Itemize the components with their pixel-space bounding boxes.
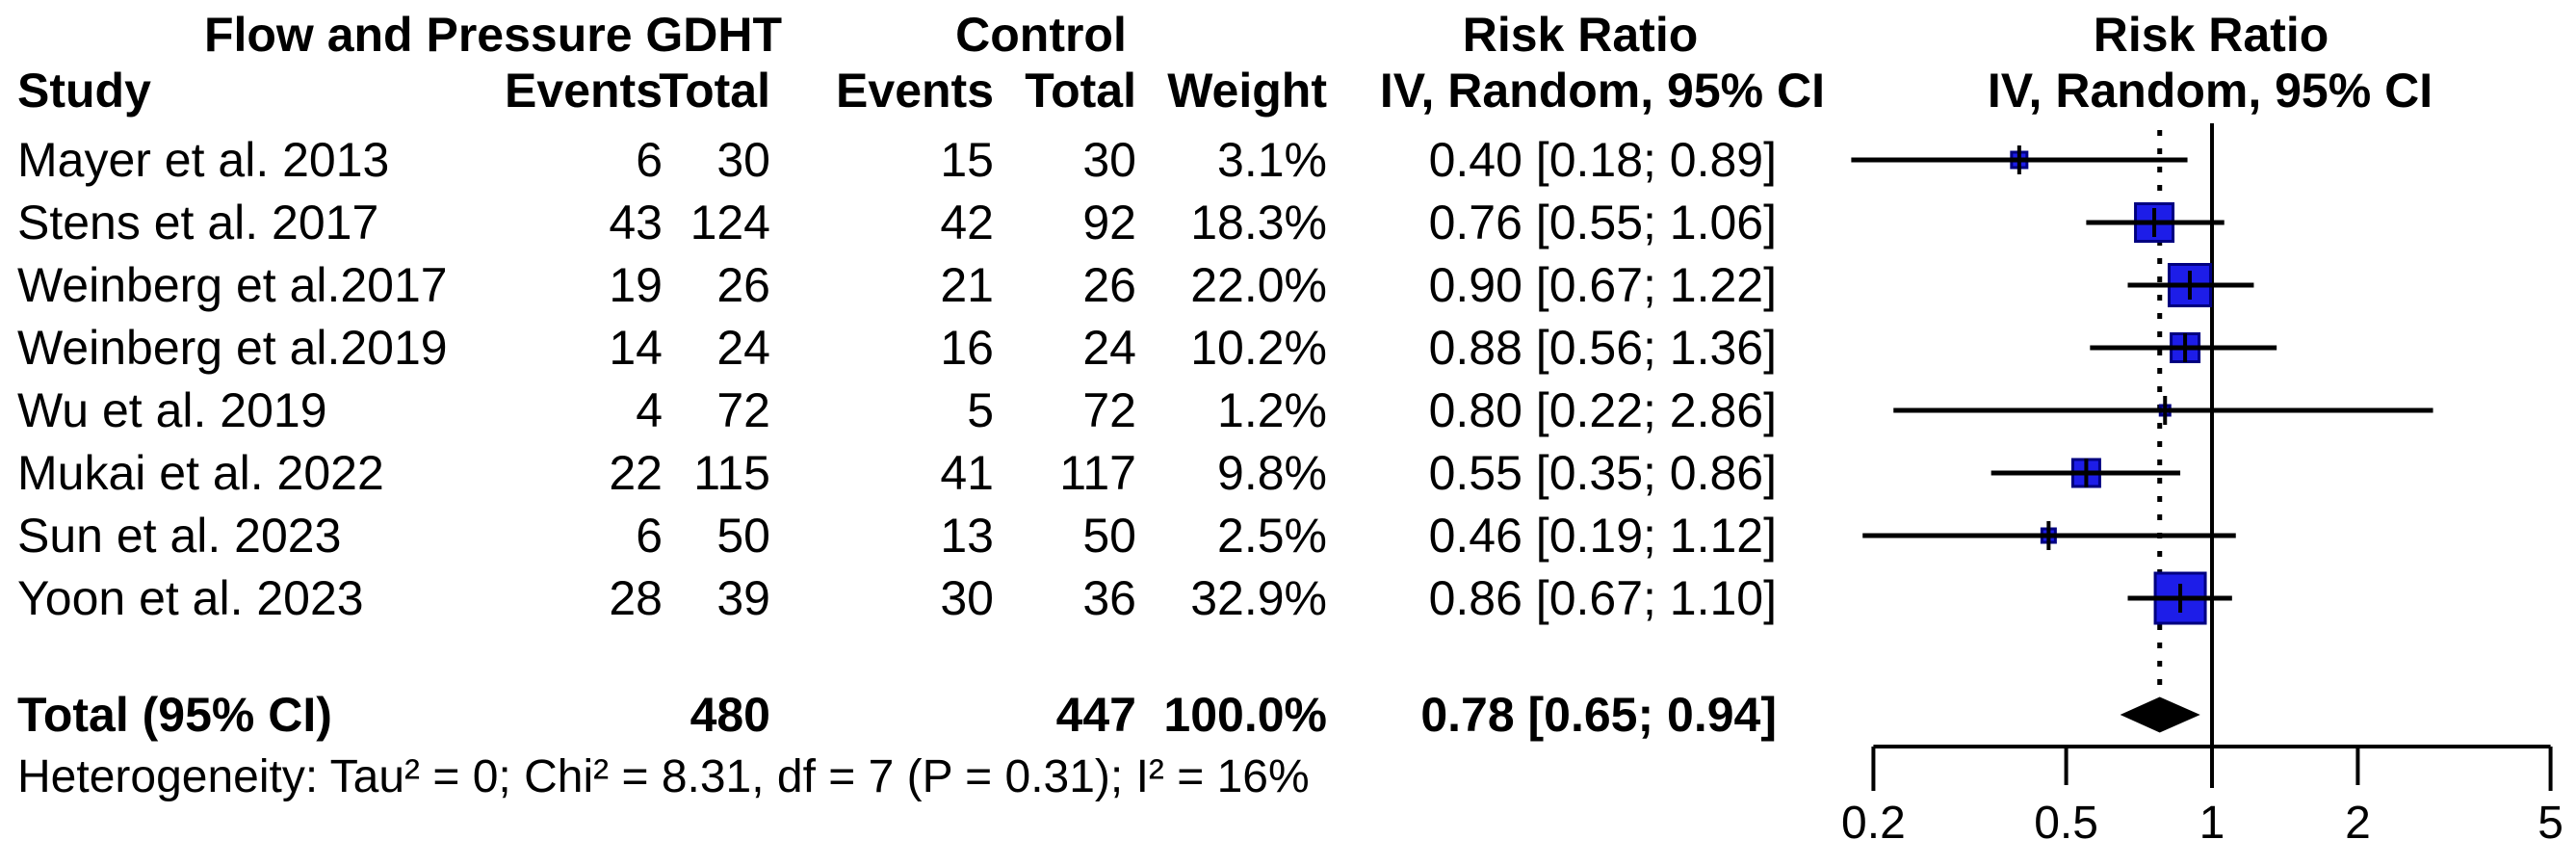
- study-name: Weinberg et al.2017: [17, 258, 448, 312]
- total-gdht-total: 480: [690, 688, 770, 742]
- study-name: Stens et al. 2017: [17, 196, 379, 249]
- control-events-cell: 21: [940, 258, 994, 312]
- control-events-cell: 30: [940, 571, 994, 625]
- control-total-cell: 30: [1082, 133, 1136, 187]
- gdht-events-cell: 19: [609, 258, 663, 312]
- weight-cell: 10.2%: [1190, 321, 1327, 375]
- gdht-events-cell: 28: [609, 571, 663, 625]
- control-events-cell: 15: [940, 133, 994, 187]
- study-name: Mukai et al. 2022: [17, 446, 384, 500]
- weight-cell: 2.5%: [1217, 509, 1327, 563]
- gdht-total-cell: 30: [716, 133, 770, 187]
- col-header-iv-random-plot: IV, Random, 95% CI: [1987, 64, 2433, 118]
- group-header-control: Control: [955, 8, 1127, 62]
- total-label: Total (95% CI): [17, 688, 332, 742]
- ci-label-cell: 0.40 [0.18; 0.89]: [1428, 133, 1777, 187]
- ci-label-cell: 0.90 [0.67; 1.22]: [1428, 258, 1777, 312]
- control-events-cell: 16: [940, 321, 994, 375]
- weight-cell: 18.3%: [1190, 196, 1327, 249]
- control-total-cell: 26: [1082, 258, 1136, 312]
- total-weight: 100.0%: [1163, 688, 1327, 742]
- study-name: Wu et al. 2019: [17, 383, 327, 437]
- axis-tick-label: 0.5: [2034, 798, 2098, 849]
- gdht-events-cell: 4: [636, 383, 663, 437]
- axis-tick-label: 2: [2345, 798, 2371, 849]
- control-total-cell: 117: [1059, 446, 1136, 500]
- gdht-total-cell: 26: [716, 258, 770, 312]
- axis-tick-label: 1: [2199, 798, 2225, 849]
- col-header-control-total: Total: [1025, 64, 1136, 118]
- gdht-events-cell: 6: [636, 509, 663, 563]
- axis-tick-label: 5: [2537, 798, 2563, 849]
- col-header-weight: Weight: [1167, 64, 1327, 118]
- col-header-study: Study: [17, 64, 151, 118]
- gdht-events-cell: 14: [609, 321, 663, 375]
- ci-label-cell: 0.55 [0.35; 0.86]: [1428, 446, 1777, 500]
- col-header-iv-random-text: IV, Random, 95% CI: [1379, 64, 1825, 118]
- heterogeneity-text: Heterogeneity: Tau² = 0; Chi² = 8.31, df…: [17, 751, 1310, 802]
- ci-label-cell: 0.76 [0.55; 1.06]: [1428, 196, 1777, 249]
- gdht-total-cell: 124: [690, 196, 770, 249]
- gdht-events-cell: 22: [609, 446, 663, 500]
- weight-cell: 32.9%: [1190, 571, 1327, 625]
- risk-ratio-header-text: Risk Ratio: [1462, 8, 1699, 62]
- total-ci-label: 0.78 [0.65; 0.94]: [1420, 688, 1777, 742]
- gdht-total-cell: 39: [716, 571, 770, 625]
- ci-label-cell: 0.86 [0.67; 1.10]: [1428, 571, 1777, 625]
- weight-cell: 22.0%: [1190, 258, 1327, 312]
- control-total-cell: 92: [1082, 196, 1136, 249]
- study-name: Sun et al. 2023: [17, 509, 342, 563]
- gdht-events-cell: 43: [609, 196, 663, 249]
- study-name: Mayer et al. 2013: [17, 133, 390, 187]
- ci-label-cell: 0.80 [0.22; 2.86]: [1428, 383, 1777, 437]
- control-events-cell: 5: [967, 383, 994, 437]
- control-total-cell: 72: [1082, 383, 1136, 437]
- control-total-cell: 36: [1082, 571, 1136, 625]
- control-total-cell: 24: [1082, 321, 1136, 375]
- gdht-events-cell: 6: [636, 133, 663, 187]
- total-control-total: 447: [1055, 688, 1136, 742]
- ci-label-cell: 0.88 [0.56; 1.36]: [1428, 321, 1777, 375]
- col-header-gdht-events: Events: [505, 64, 663, 118]
- ci-label-cell: 0.46 [0.19; 1.12]: [1428, 509, 1777, 563]
- control-total-cell: 50: [1082, 509, 1136, 563]
- study-name: Yoon et al. 2023: [17, 571, 364, 625]
- control-events-cell: 42: [940, 196, 994, 249]
- control-events-cell: 41: [940, 446, 994, 500]
- axis-tick-label: 0.2: [1841, 798, 1906, 849]
- pooled-diamond: [2120, 696, 2200, 733]
- control-events-cell: 13: [940, 509, 994, 563]
- study-name: Weinberg et al.2019: [17, 321, 448, 375]
- gdht-total-cell: 50: [716, 509, 770, 563]
- group-header-gdht: Flow and Pressure GDHT: [203, 8, 783, 62]
- risk-ratio-header-plot: Risk Ratio: [2093, 8, 2329, 62]
- weight-cell: 3.1%: [1217, 133, 1327, 187]
- col-header-control-events: Events: [836, 64, 994, 118]
- gdht-total-cell: 24: [716, 321, 770, 375]
- gdht-total-cell: 72: [716, 383, 770, 437]
- col-header-gdht-total: Total: [659, 64, 770, 118]
- weight-cell: 9.8%: [1217, 446, 1327, 500]
- weight-cell: 1.2%: [1217, 383, 1327, 437]
- gdht-total-cell: 115: [693, 446, 770, 500]
